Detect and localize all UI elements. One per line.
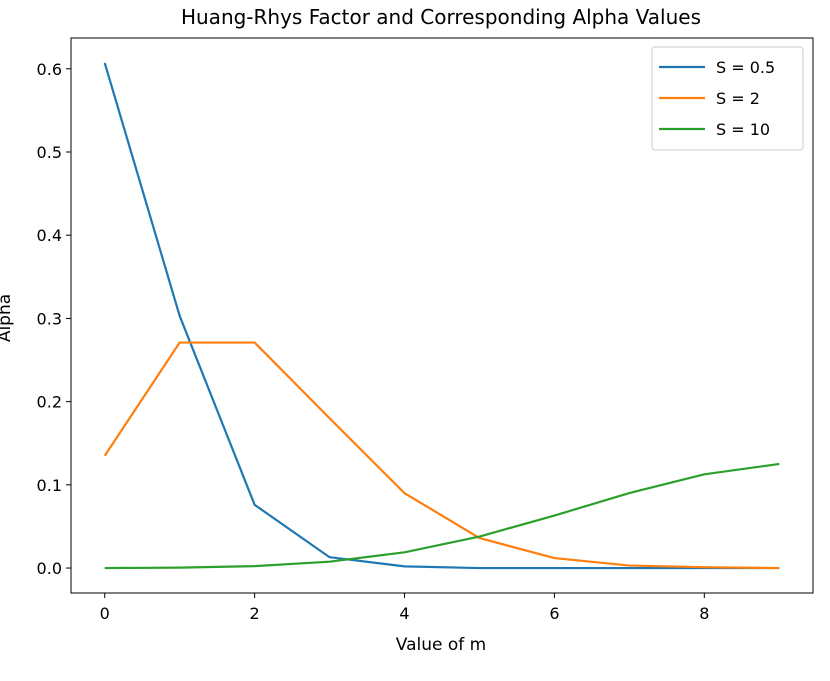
legend-box [651, 46, 804, 151]
legend-label: S = 0.5 [716, 58, 775, 77]
x-axis-ticks: 0 2 4 6 8 [100, 593, 709, 623]
y-tick-label: 0.1 [37, 476, 62, 495]
legend-label: S = 10 [716, 120, 770, 139]
y-axis-ticks: 0.0 0.1 0.2 0.3 0.4 0.5 0.6 [37, 60, 71, 578]
series-line-1 [103, 62, 780, 570]
x-axis-label: Value of m [396, 635, 486, 655]
y-tick-label: 0.3 [37, 309, 62, 328]
y-tick-label: 0.0 [37, 559, 62, 578]
y-tick-label: 0.5 [37, 143, 62, 162]
y-tick-label: 0.4 [37, 226, 62, 245]
series-line-2 [103, 341, 780, 570]
x-tick-label: 4 [399, 604, 409, 623]
series-line-3 [104, 462, 780, 570]
x-tick-label: 6 [549, 604, 559, 623]
x-tick-label: 0 [100, 604, 110, 623]
series-layer [103, 62, 780, 570]
chart-title: Huang-Rhys Factor and Corresponding Alph… [181, 5, 701, 29]
y-tick-label: 0.2 [37, 393, 62, 412]
y-tick-label: 0.6 [37, 60, 62, 79]
plot-area [70, 37, 814, 594]
plot-frame [70, 37, 814, 594]
legend: S = 0.5 S = 2 S = 10 [651, 46, 804, 151]
legend-label: S = 2 [716, 89, 760, 108]
x-tick-label: 8 [699, 604, 709, 623]
x-tick-label: 2 [250, 604, 260, 623]
y-axis-label: Alpha [0, 294, 15, 342]
